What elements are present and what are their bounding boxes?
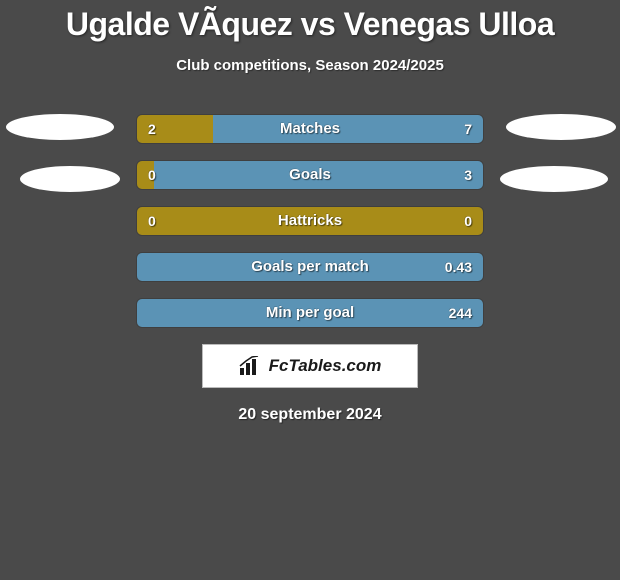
header: Ugalde VÃquez vs Venegas Ulloa Club comp… — [0, 0, 620, 74]
source-logo-text: FcTables.com — [269, 356, 382, 376]
stat-row: 00Hattricks — [136, 206, 484, 236]
right-marker-1 — [506, 114, 616, 140]
subtitle: Club competitions, Season 2024/2025 — [0, 57, 620, 74]
right-marker-2 — [500, 166, 608, 192]
left-marker-2 — [20, 166, 120, 192]
source-logo: FcTables.com — [202, 344, 418, 388]
stat-label: Goals — [136, 160, 484, 190]
comparison-bars: 27Matches 03Goals 00Hattricks 0.43Goals per… — [136, 114, 484, 328]
footer: FcTables.com 20 september 2024 — [0, 344, 620, 424]
stat-label: Hattricks — [136, 206, 484, 236]
date-label: 20 september 2024 — [0, 406, 620, 424]
stat-row: 03Goals — [136, 160, 484, 190]
stat-row: 244Min per goal — [136, 298, 484, 328]
stat-row: 27Matches — [136, 114, 484, 144]
stat-label: Matches — [136, 114, 484, 144]
stat-label: Goals per match — [136, 252, 484, 282]
stat-row: 0.43Goals per match — [136, 252, 484, 282]
bars-icon — [239, 356, 263, 376]
stat-label: Min per goal — [136, 298, 484, 328]
comparison-area: 27Matches 03Goals 00Hattricks 0.43Goals per… — [0, 114, 620, 328]
left-marker-1 — [6, 114, 114, 140]
page-title: Ugalde VÃquez vs Venegas Ulloa — [0, 6, 620, 43]
